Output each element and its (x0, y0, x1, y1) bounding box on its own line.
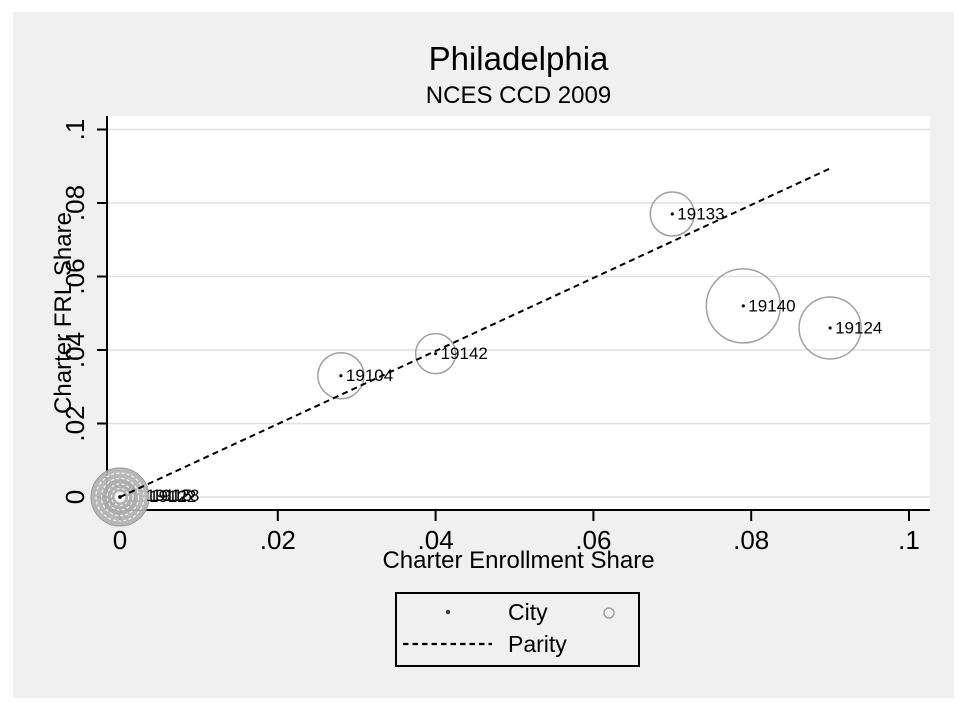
city-bubble-19124 (798, 296, 862, 360)
city-bubble-19104 (317, 351, 365, 400)
city-dot-19133 (670, 212, 674, 216)
city-dot-19104 (339, 374, 343, 378)
point-label-19133: 19133 (677, 205, 724, 224)
origin-cluster-label: 19115 (146, 486, 192, 505)
y-tick-label: .02 (60, 405, 90, 441)
city-bubble-19142 (414, 332, 457, 375)
x-tick-label: .1 (898, 525, 920, 555)
origin-cluster-label: 19122 (149, 487, 196, 506)
origin-cluster-ring (106, 483, 134, 511)
dot-marker-icon (445, 609, 451, 615)
city-bubble-19140 (705, 268, 782, 344)
legend-markers (403, 607, 615, 646)
x-tick-label: 0 (113, 525, 127, 555)
point-label-19124: 19124 (835, 318, 882, 337)
parity-line (119, 167, 832, 498)
legend-label-parity: Parity (508, 631, 567, 657)
city-dot-19142 (434, 352, 438, 356)
x-tick-label: .02 (260, 525, 296, 555)
legend: City Parity (395, 592, 640, 667)
origin-cluster-ring (100, 477, 140, 517)
point-label-19104: 19104 (346, 366, 393, 385)
city-bubble-19133 (649, 191, 696, 237)
x-axis-title: Charter Enrollment Share (382, 547, 655, 574)
bubble-size-icon (603, 607, 615, 619)
y-axis-title: Charter FRL Share (50, 212, 77, 414)
city-dot-19140 (741, 304, 745, 308)
city-dot-19124 (828, 326, 832, 330)
chart-title: Philadelphia (428, 40, 609, 77)
origin-cluster-ring (110, 487, 130, 507)
y-tick-label: .06 (60, 258, 90, 294)
y-tick-label: .1 (60, 119, 90, 141)
origin-cluster-label: 19128 (152, 486, 199, 505)
point-label-19142: 19142 (441, 344, 488, 363)
point-label-19140: 19140 (748, 296, 795, 315)
y-tick-label: .08 (60, 185, 90, 221)
origin-cluster-ring (95, 472, 145, 522)
x-tick-label: .06 (575, 525, 611, 555)
x-tick-label: .04 (418, 525, 454, 555)
x-tick-label: .08 (733, 525, 769, 555)
legend-label-city: City (508, 599, 548, 625)
y-tick-label: .04 (60, 332, 90, 368)
chart-subtitle: NCES CCD 2009 (425, 82, 612, 109)
y-tick-label: 0 (60, 490, 90, 504)
